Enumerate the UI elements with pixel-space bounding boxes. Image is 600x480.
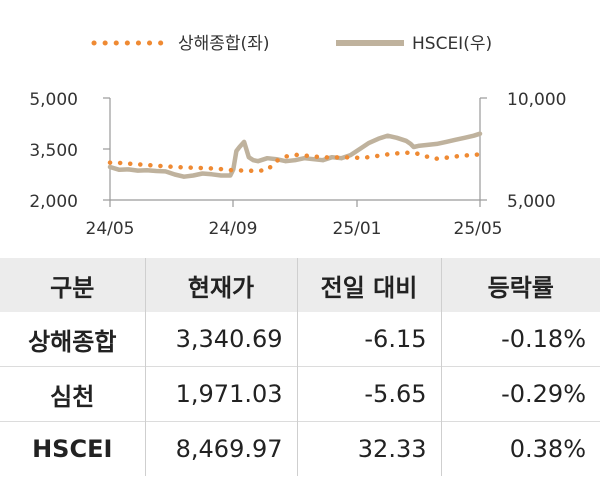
row-price: 3,340.69 [144,312,297,367]
series-line-shanghai [107,150,483,174]
row-price: 8,469.97 [144,421,297,476]
right-axis-labels: 10,000 5,000 [507,90,566,212]
left-axis-label-1: 3,500 [29,141,78,161]
right-axis-label-1: 5,000 [507,192,556,212]
chart-legend: 상해종합(좌) HSCEI(우) [91,34,492,54]
legend-item-shanghai: 상해종합(좌) [91,34,269,54]
x-axis-label-1: 24/09 [209,219,258,239]
row-name: 상해종합 [28,327,117,356]
header-category: 구분 [0,258,145,312]
header-price: 현재가 [144,258,297,312]
header-change: 전일 대비 [296,258,441,312]
row-name: 심천 [0,366,145,422]
row-rate: -0.29% [440,366,600,422]
x-axis-label-2: 25/01 [333,219,382,239]
header-rate: 등락률 [440,258,600,312]
row-change: -6.15 [296,312,441,367]
row-change: -5.65 [296,366,441,422]
index-line-chart: 상해종합(좌) HSCEI(우) 5,000 3,500 2,000 10,00… [29,34,566,239]
table-header-row: 구분 현재가 전일 대비 등락률 [0,258,600,312]
axes [103,97,487,207]
row-change: 32.33 [296,421,441,476]
left-axis-label-2: 2,000 [29,192,78,212]
table-row: 상해종합 3,340.69 -6.15 -0.18% [0,312,600,367]
table-row: 심천 1,971.03 -5.65 -0.29% [0,366,600,422]
right-axis-label-0: 10,000 [507,90,566,110]
x-axis-label-0: 24/05 [86,219,135,239]
left-axis-labels: 5,000 3,500 2,000 [29,90,78,212]
left-axis-label-0: 5,000 [29,90,78,110]
legend-item-hscei: HSCEI(우) [336,34,492,54]
table-row: HSCEI 8,469.97 32.33 0.38% [0,421,600,476]
x-axis-label-3: 25/05 [454,219,503,239]
row-rate: 0.38% [440,421,600,476]
index-table: 구분 현재가 전일 대비 등락률 상해종합 3,340.69 -6.15 -0.… [0,258,600,476]
x-axis-labels: 24/05 24/09 25/01 25/05 [86,219,503,239]
legend-label-shanghai: 상해종합(좌) [178,34,269,54]
series-lines [107,131,483,179]
row-rate: -0.18% [440,312,600,367]
row-price: 1,971.03 [144,366,297,422]
row-name: HSCEI [0,421,145,476]
series-line-hscei [107,131,483,179]
legend-label-hscei: HSCEI(우) [412,34,492,54]
